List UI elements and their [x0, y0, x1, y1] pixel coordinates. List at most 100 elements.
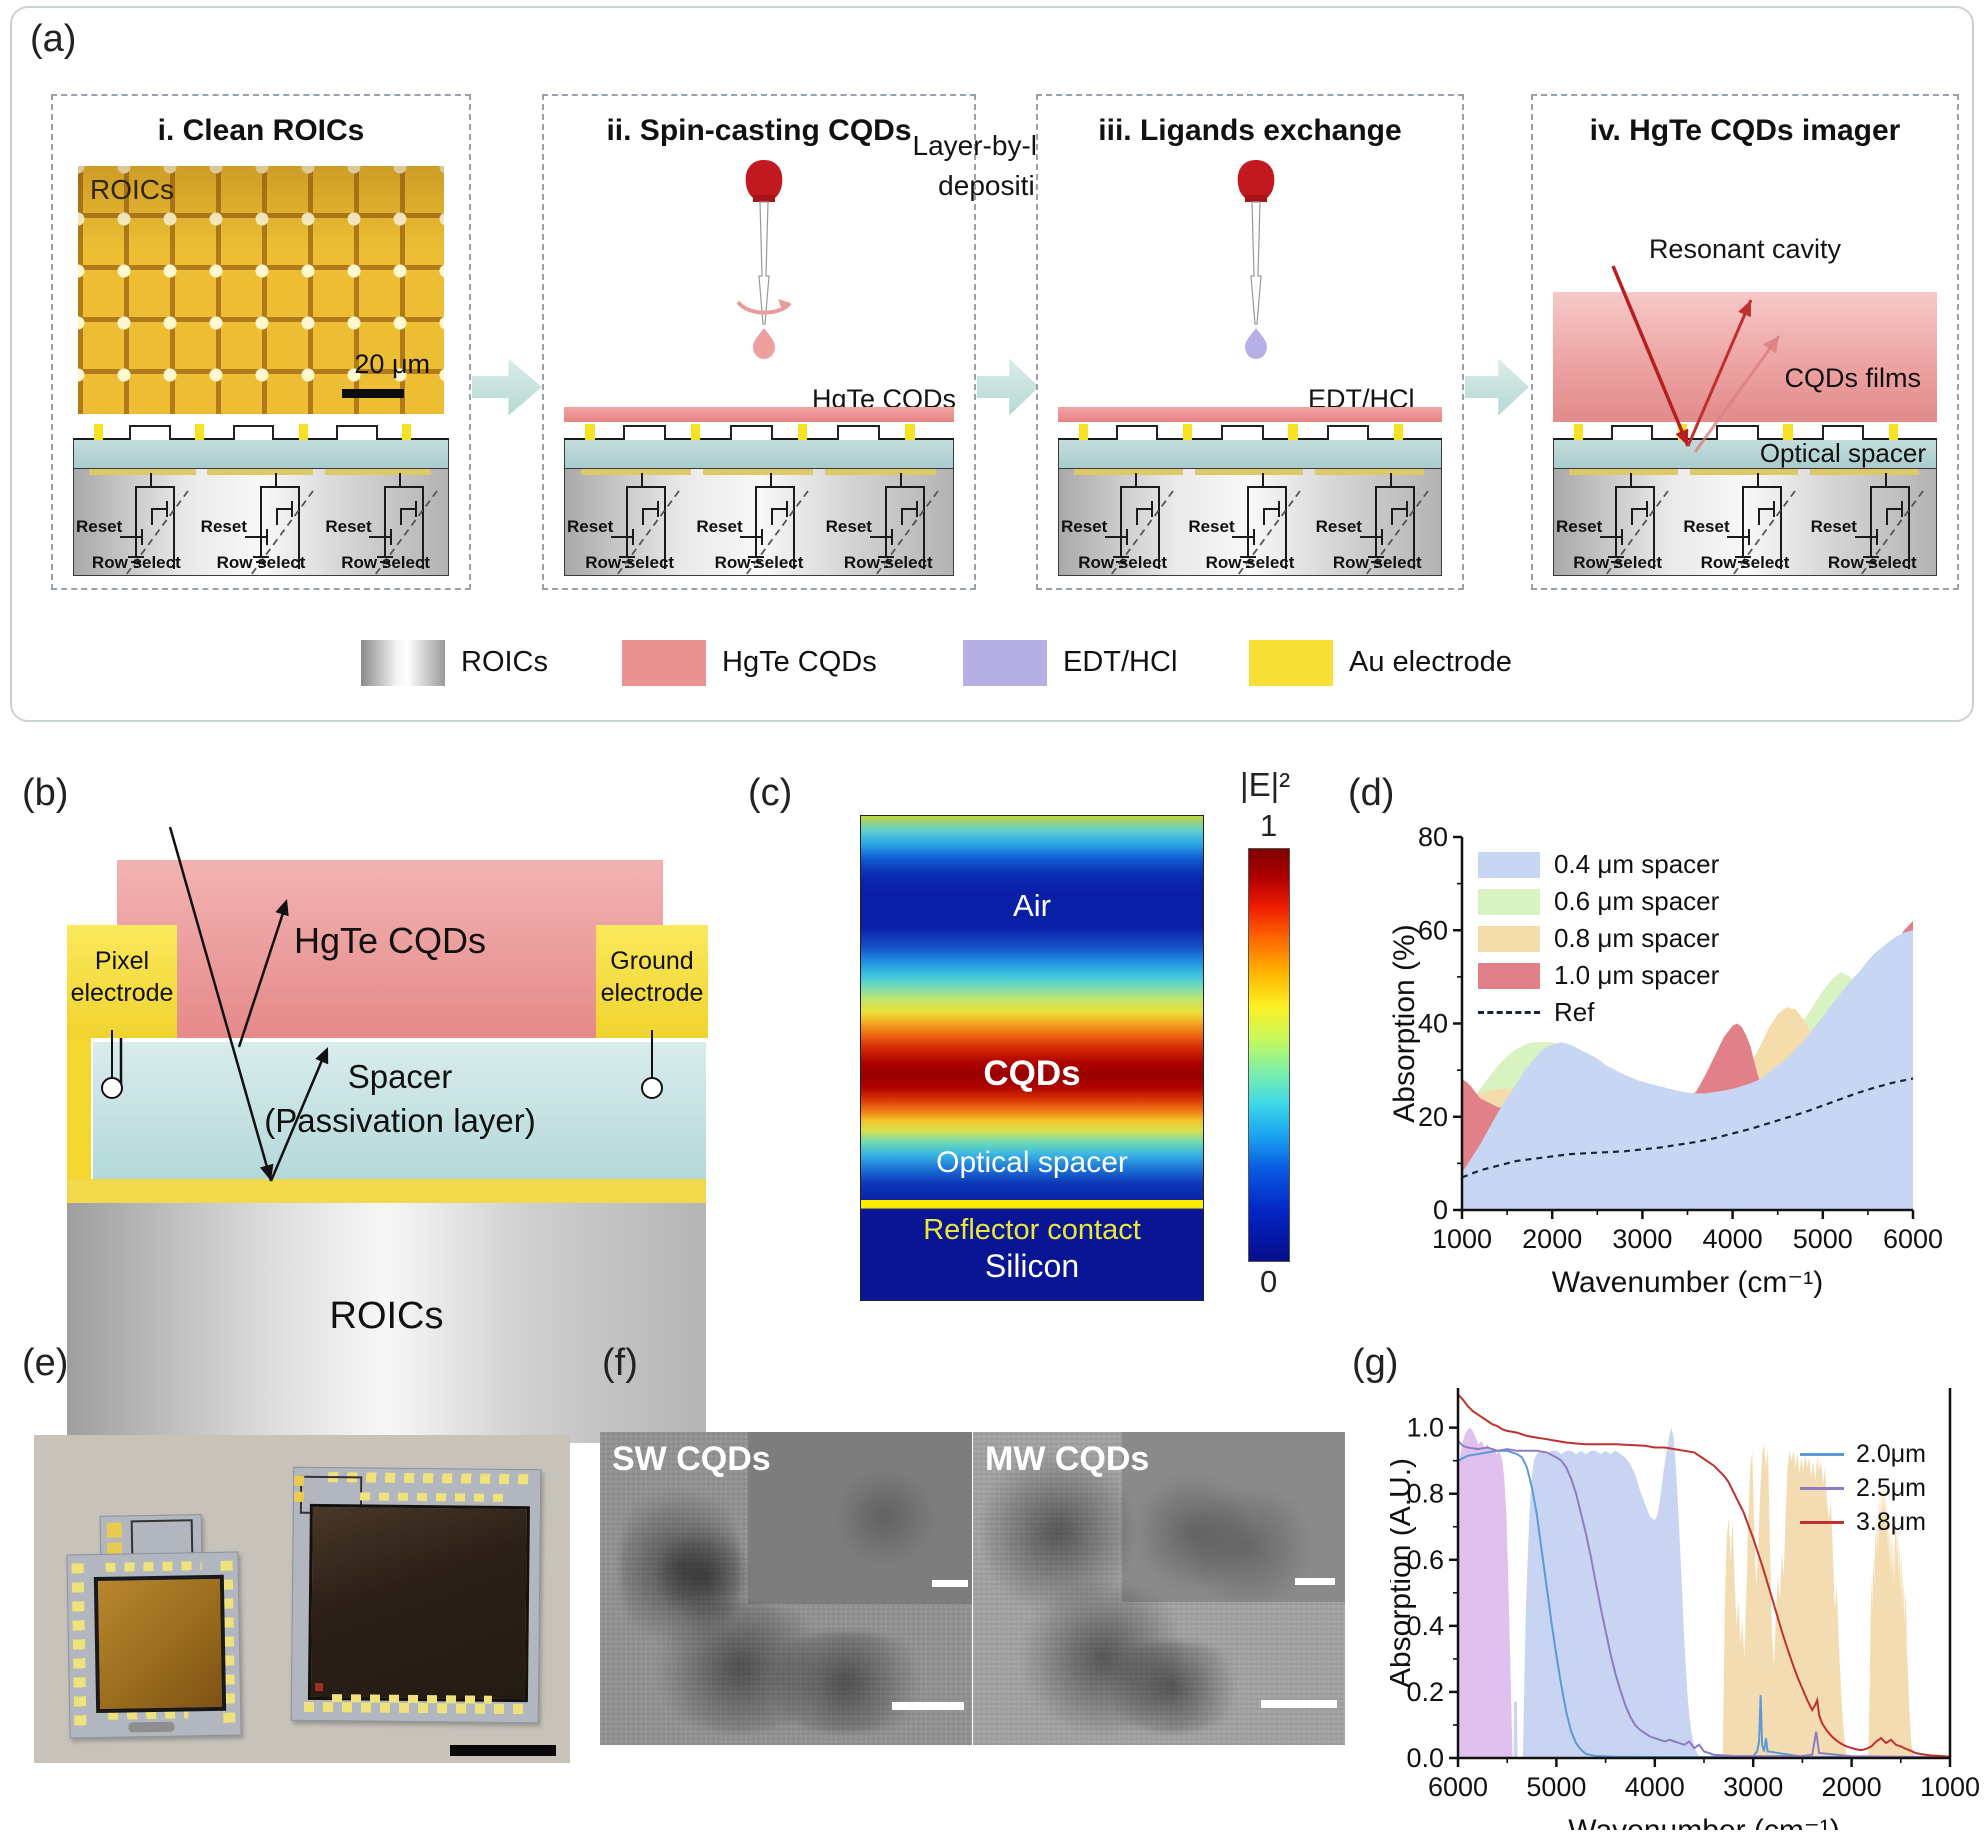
step-title: iii. Ligands exchange: [1098, 114, 1402, 147]
row-select-label: Row select: [91, 553, 181, 572]
svg-text:3000: 3000: [1612, 1224, 1672, 1254]
panel-g-label: (g): [1352, 1342, 1399, 1384]
step-title: i. Clean ROICs: [157, 114, 365, 147]
reset-label: Reset: [1556, 517, 1603, 536]
legend-label: EDT/HCl: [1063, 646, 1178, 678]
step-ligand-exchange: iii. Ligands exchange EDT/HCl: [1036, 94, 1464, 590]
svg-text:6000: 6000: [1883, 1224, 1943, 1254]
legend-label: 1.0 μm spacer: [1554, 960, 1720, 990]
panel-c-label: (c): [748, 772, 793, 814]
svg-text:80: 80: [1418, 822, 1448, 852]
legend-label: HgTe CQDs: [722, 646, 877, 678]
legend-label: 2.0μm: [1856, 1440, 1926, 1468]
au-electrode-tick: [93, 424, 103, 440]
bond-pad-row: [1058, 422, 1442, 444]
bond-pad-row: [1553, 422, 1937, 444]
au-electrode-tick: [1889, 424, 1899, 440]
svg-text:5000: 5000: [1526, 1772, 1586, 1802]
tem-sw: SW CQDs: [600, 1432, 972, 1745]
svg-text:20: 20: [1418, 1102, 1448, 1132]
legend-swatch: [1478, 963, 1540, 989]
passivation-band: [1058, 440, 1442, 469]
au-electrode-tick: [798, 424, 808, 440]
cqd-layer: [564, 407, 954, 422]
pixel-circuit: Reset Row select: [1186, 473, 1313, 576]
scale-bar-label: 20 μm: [354, 349, 430, 379]
legend-swatch: [1478, 889, 1540, 915]
reset-label: Reset: [1810, 517, 1857, 536]
au-electrode-tick: [1288, 424, 1298, 440]
row-select-label: Row select: [1700, 553, 1790, 572]
pixel-circuit: Reset Row select: [1554, 473, 1681, 576]
step-title: ii. Spin-casting CQDs: [606, 114, 912, 147]
photo-scale-bar: [450, 1745, 556, 1756]
roics-micrograph: ROICs 20 μm: [78, 166, 444, 414]
legend-swatch-ref: [1478, 1011, 1540, 1014]
resonant-cavity-label: Resonant cavity: [1648, 234, 1842, 264]
resonant-rays-icon: [1611, 265, 1781, 453]
svg-text:1000: 1000: [1432, 1224, 1492, 1254]
row-select-label: Row select: [341, 553, 431, 572]
au-electrode-tick: [1783, 424, 1793, 440]
legend-label: ROICs: [461, 646, 548, 678]
hgte-cqds-block: [117, 860, 663, 1038]
colorbar-title: |E|²: [1240, 766, 1291, 803]
optical-spacer-label: Optical spacer: [1759, 438, 1926, 468]
optical-spacer-band: Optical spacer: [1553, 438, 1937, 469]
au-electrode-tick: [1182, 424, 1192, 440]
svg-text:5000: 5000: [1793, 1224, 1853, 1254]
roics-image-label: ROICs: [90, 174, 174, 205]
chip-large-active-area: [307, 1503, 530, 1703]
colorbar-min: 0: [1260, 1264, 1278, 1299]
legend-label: Ref: [1554, 997, 1595, 1027]
reset-label: Reset: [567, 517, 614, 536]
ground-electrode-block: [596, 925, 708, 1038]
ground-electrode-label: Ground electrode: [600, 947, 704, 1007]
layer-label-silicon: Silicon: [984, 1248, 1080, 1284]
au-electrode-tick: [402, 424, 412, 440]
roics-label: ROICs: [329, 1295, 444, 1337]
flow-arrow-icon: [977, 358, 1039, 416]
svg-text:60: 60: [1418, 915, 1448, 945]
row-select-label: Row select: [1078, 553, 1168, 572]
pixel-circuit: Reset Row select: [1681, 473, 1808, 576]
roics-block: [67, 1203, 706, 1443]
electrode-leg: [67, 1038, 91, 1185]
field-intensity-map: Air CQDs Optical spacer Reflector contac…: [860, 815, 1204, 1301]
legend-swatch-au: [1249, 640, 1333, 686]
step-spin-casting: ii. Spin-casting CQDs HgTe CQDs: [542, 94, 976, 590]
tem-sw-inset: [748, 1432, 972, 1604]
panel-a-legend: ROICs HgTe CQDs EDT/HCl Au electrode: [12, 634, 1972, 694]
reset-label: Reset: [825, 517, 872, 536]
dropper-icon: [736, 160, 792, 359]
svg-text:0.0: 0.0: [1406, 1743, 1444, 1773]
reflector-line: [861, 1200, 1203, 1203]
svg-text:0.4: 0.4: [1406, 1611, 1444, 1641]
roic-cross-section: Reset Row select Reset Row select: [73, 422, 449, 576]
legend-label: 3.8μm: [1856, 1508, 1926, 1536]
roic-body: Reset Row select Reset Row select: [564, 469, 954, 576]
svg-text:6000: 6000: [1428, 1772, 1488, 1802]
svg-text:2000: 2000: [1822, 1772, 1882, 1802]
tem-mw: MW CQDs: [973, 1432, 1345, 1745]
cqd-layer: [1058, 407, 1442, 422]
roic-body: Reset Row select Reset Row select: [1553, 469, 1937, 576]
svg-text:Wavenumber (cm⁻¹): Wavenumber (cm⁻¹): [1552, 1266, 1823, 1299]
tem-scale-bar: [1261, 1700, 1337, 1708]
tem-inset-scale-bar: [932, 1580, 968, 1587]
chip-small-active-area: [93, 1574, 227, 1714]
bond-pad-row: [73, 422, 449, 444]
legend-swatch-hgte: [622, 640, 706, 686]
svg-text:4000: 4000: [1703, 1224, 1763, 1254]
panel-a: (a) i. Clean ROICs ROICs 20 μm: [10, 6, 1974, 722]
colorbar: [1248, 848, 1290, 1262]
pixel-circuit: Reset Row select: [74, 473, 199, 576]
row-select-label: Row select: [1573, 553, 1663, 572]
svg-text:0: 0: [1433, 1195, 1448, 1225]
svg-text:0.2: 0.2: [1406, 1677, 1444, 1707]
tem-scale-bar: [892, 1702, 964, 1710]
cqd-films-label: CQDs films: [1784, 363, 1922, 393]
droplet-icon: [1245, 328, 1267, 359]
au-electrode-tick: [298, 424, 308, 440]
